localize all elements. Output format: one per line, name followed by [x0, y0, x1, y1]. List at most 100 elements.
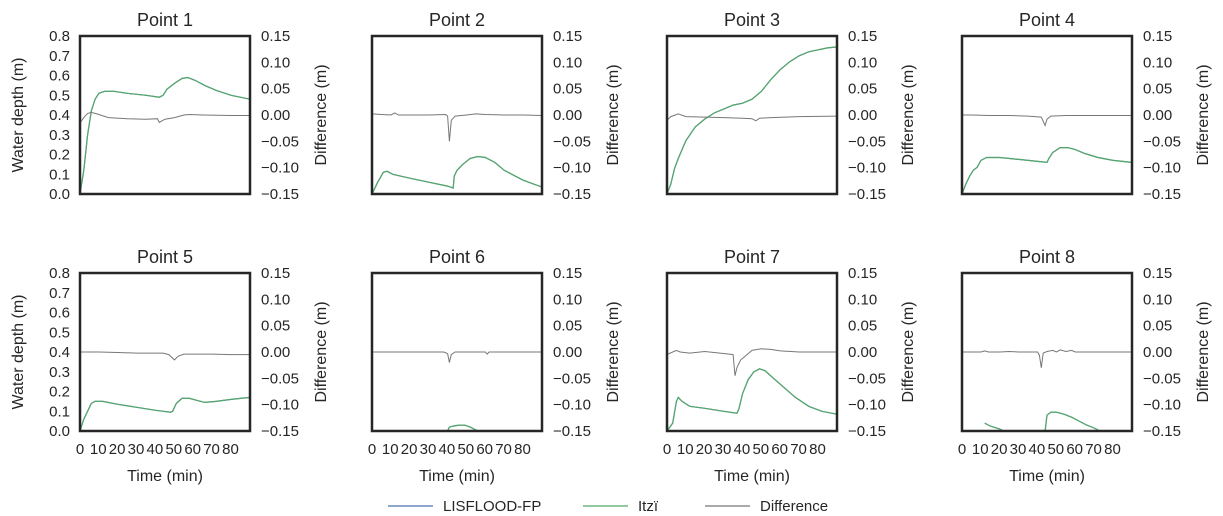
right-y-tick-label: 0.00	[1143, 107, 1172, 124]
x-axis-label: Time (min)	[419, 468, 495, 485]
right-y-tick-label: −0.05	[261, 133, 299, 150]
x-axis-label: Time (min)	[1009, 468, 1085, 485]
legend-label: Difference	[760, 498, 828, 515]
right-y-axis-label: Difference (m)	[313, 64, 330, 165]
x-tick-label: 10	[90, 441, 107, 458]
right-y-tick-label: 0.10	[848, 291, 877, 308]
x-tick-label: 50	[752, 441, 769, 458]
plot-lines	[80, 351, 250, 431]
right-y-tick-label: 0.10	[261, 54, 290, 71]
right-y-tick-label: 0.15	[848, 28, 877, 45]
panel-point-7: Point 7 −0.15 −0.10 −0.05 0.00 0.05 0.10 0.15 Di…	[663, 247, 917, 485]
panel-point-3: Point 3 −0.15 −0.10 −0.05 0.00 0.05 0.10 0.15 Di…	[665, 10, 917, 203]
x-tick-label: 30	[715, 441, 732, 458]
plot-lines	[962, 349, 1132, 431]
difference-series-line	[80, 111, 250, 124]
panel-frame	[665, 34, 839, 196]
right-y-tick-label: 0.15	[848, 265, 877, 282]
x-tick-label: 20	[991, 441, 1008, 458]
left-y-axis-label: Water depth (m)	[10, 58, 27, 173]
legend-item-lisflood: LISFLOOD-FP	[388, 498, 541, 515]
right-y-tick-label: −0.05	[848, 370, 886, 387]
right-y-tick-label: −0.05	[261, 370, 299, 387]
panel-frame	[78, 34, 252, 196]
x-tick-label: 40	[1029, 441, 1046, 458]
right-y-axis-label: Difference (m)	[1195, 64, 1212, 165]
x-tick-label: 40	[439, 441, 456, 458]
panel-frame	[960, 34, 1134, 196]
right-y-tick-label: −0.10	[848, 160, 886, 177]
right-y-tick-label: 0.05	[848, 81, 877, 98]
x-tick-label: 10	[382, 441, 399, 458]
left-y-tick-label: 0.4	[49, 344, 70, 361]
panel-frame	[665, 271, 839, 433]
panel-frame	[960, 271, 1134, 433]
panel-frame	[370, 34, 544, 196]
right-y-tick-label: −0.15	[553, 423, 591, 440]
plot-lines	[667, 46, 837, 194]
x-tick-label: 60	[476, 441, 493, 458]
x-tick-label: 0	[368, 441, 376, 458]
right-y-axis-label: Difference (m)	[900, 301, 917, 402]
plot-lines	[80, 76, 250, 194]
right-y-tick-label: 0.00	[848, 107, 877, 124]
left-y-tick-label: 0.3	[49, 127, 70, 144]
right-y-axis-label: Difference (m)	[900, 64, 917, 165]
right-y-tick-label: 0.10	[848, 54, 877, 71]
right-y-tick-label: 0.05	[1143, 81, 1172, 98]
x-tick-label: 70	[1085, 441, 1102, 458]
x-tick-label: 30	[420, 441, 437, 458]
right-y-tick-label: 0.00	[261, 107, 290, 124]
right-y-tick-label: 0.15	[1143, 28, 1172, 45]
left-y-tick-label: 0.0	[49, 423, 70, 440]
left-y-tick-label: 0.5	[49, 324, 70, 341]
right-y-tick-label: 0.10	[1143, 291, 1172, 308]
panel-point-4: Point 4 −0.15 −0.10 −0.05 0.00 0.05 0.10 0.15 Di…	[960, 10, 1212, 203]
left-y-tick-label: 0.6	[49, 305, 70, 322]
right-y-tick-label: 0.10	[1143, 54, 1172, 71]
right-y-axis-label: Difference (m)	[605, 301, 622, 402]
panel-title: Point 8	[1019, 247, 1075, 267]
right-y-axis-label: Difference (m)	[605, 64, 622, 165]
right-y-tick-label: 0.15	[261, 28, 290, 45]
left-y-tick-label: 0.4	[49, 107, 70, 124]
x-tick-label: 20	[109, 441, 126, 458]
x-tick-label: 80	[514, 441, 531, 458]
x-axis-label: Time (min)	[127, 468, 203, 485]
panel-point-6: Point 6 −0.15 −0.10 −0.05 0.00 0.05 0.10 0.15 Di…	[368, 247, 622, 485]
panel-title: Point 4	[1019, 10, 1075, 30]
difference-series-line	[80, 351, 250, 361]
left-y-axis-label: Water depth (m)	[10, 295, 27, 410]
right-y-tick-label: −0.05	[848, 133, 886, 150]
right-y-tick-label: 0.05	[848, 318, 877, 335]
itzi-series-line	[667, 46, 837, 194]
x-tick-label: 80	[222, 441, 239, 458]
x-tick-label: 50	[457, 441, 474, 458]
panel-title: Point 2	[429, 10, 485, 30]
right-y-axis-label: Difference (m)	[1195, 301, 1212, 402]
x-tick-label: 30	[1010, 441, 1027, 458]
lisflood-series-line	[667, 368, 837, 431]
left-y-tick-label: 0.1	[49, 403, 70, 420]
x-tick-label: 20	[401, 441, 418, 458]
right-y-tick-label: 0.10	[553, 291, 582, 308]
itzi-series-line	[667, 368, 837, 431]
left-y-tick-label: 0.7	[49, 285, 70, 302]
right-y-tick-label: −0.15	[553, 186, 591, 203]
x-tick-label: 10	[972, 441, 989, 458]
x-tick-label: 60	[771, 441, 788, 458]
right-y-tick-label: −0.10	[261, 160, 299, 177]
legend-label: LISFLOOD-FP	[443, 498, 541, 515]
panel-point-5: Point 5 0.0 0.1 0.2 0.3 0.4 0.5 0.6 0.7 0.8 Water …	[10, 247, 330, 485]
left-y-tick-label: 0.0	[49, 186, 70, 203]
left-y-tick-label: 0.6	[49, 68, 70, 85]
difference-series-line	[962, 114, 1132, 127]
lisflood-series-line	[962, 147, 1132, 194]
right-y-tick-label: 0.05	[1143, 318, 1172, 335]
right-y-tick-label: −0.10	[1143, 397, 1181, 414]
right-y-axis-label: Difference (m)	[313, 301, 330, 402]
right-y-tick-label: −0.10	[553, 397, 591, 414]
panel-point-1: Point 1 0.0 0.1 0.2 0.3 0.4 0.5 0.6 0.7 0.8 Water …	[10, 10, 330, 203]
x-tick-label: 50	[165, 441, 182, 458]
itzi-series-line	[372, 155, 542, 194]
